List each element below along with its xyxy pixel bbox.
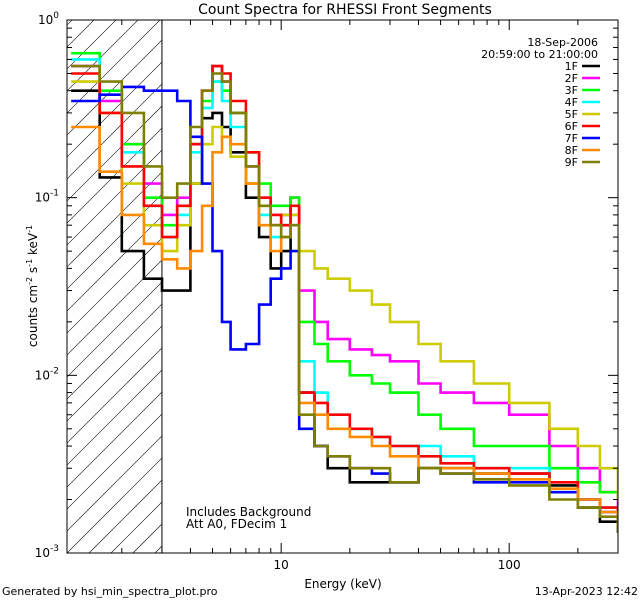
hatch-line: [67, 20, 183, 136]
hatch-line: [0, 0, 29, 553]
series-line-9F: [71, 64, 618, 533]
legend-label-2F: 2F: [565, 72, 578, 85]
hatch-line: [67, 20, 73, 26]
legend-label-6F: 6F: [565, 120, 578, 133]
legend-label-7F: 7F: [565, 132, 578, 145]
x-tick-label: 10: [274, 558, 289, 572]
hatch-line: [0, 0, 7, 553]
generated-by-label: Generated by hsi_min_spectra_plot.pro: [2, 585, 218, 598]
plot-frame: [66, 19, 619, 554]
hatch-line: [67, 20, 139, 92]
x-tick-label: 100: [498, 558, 521, 572]
legend-label-5F: 5F: [565, 108, 578, 121]
annotation-background: Includes Background: [186, 505, 311, 519]
legend-label-1F: 1F: [565, 60, 578, 73]
timestamp-label: 13-Apr-2023 12:42: [534, 585, 638, 598]
axis-ticks: 10 100 100 10-1 10-2 10-3: [35, 11, 619, 572]
hatch-line: [67, 20, 161, 114]
date-label: 18-Sep-2006: [527, 36, 598, 49]
hatched-background-region: [0, 0, 618, 553]
y-tick-label: 10-3: [35, 544, 59, 560]
legend-label-9F: 9F: [565, 156, 578, 169]
series-layer: [71, 51, 618, 533]
y-tick-label: 100: [38, 11, 59, 27]
annotation-attenuator: Att A0, FDecim 1: [186, 517, 287, 531]
legend-label-4F: 4F: [565, 96, 578, 109]
legend-label-3F: 3F: [565, 84, 578, 97]
chart-title: Count Spectra for RHESSI Front Segments: [198, 2, 492, 18]
plot-area-background: [161, 20, 618, 553]
y-tick-label: 10-2: [35, 366, 59, 382]
hatch-line: [616, 551, 618, 553]
hatch-line: [67, 20, 95, 48]
hatch-line: [0, 0, 95, 553]
y-tick-label: 10-1: [35, 189, 59, 205]
time-range-label: 20:59:00 to 21:00:00: [481, 48, 598, 61]
legend-label-8F: 8F: [565, 144, 578, 157]
y-axis-label: counts cm-2 s-1 keV-1: [25, 225, 40, 347]
x-axis-label: Energy (keV): [304, 577, 381, 591]
